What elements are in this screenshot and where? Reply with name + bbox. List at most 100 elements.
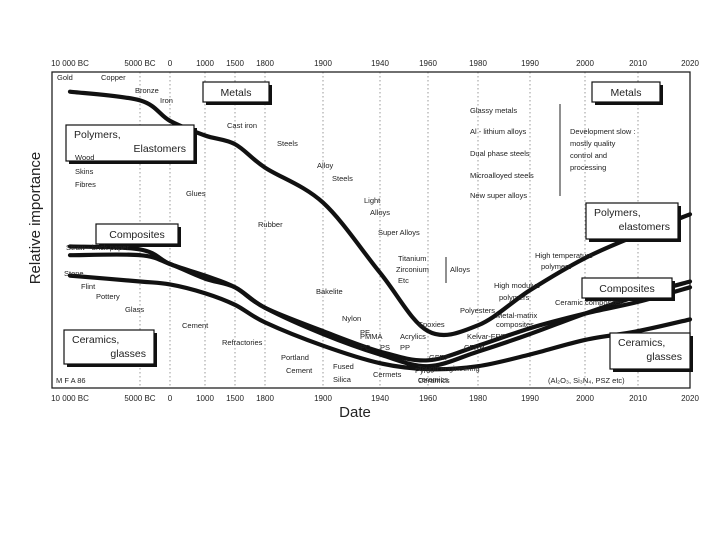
metals-left-box: Metals <box>202 81 272 105</box>
label-cement: Cement <box>182 321 209 330</box>
label-bronze: Bronze <box>135 86 159 95</box>
x-tick-label-top: 1500 <box>226 59 244 68</box>
label-pp: PP <box>400 343 410 352</box>
label-polymers: polymers <box>499 293 530 302</box>
material-boxes: Metals Metals Polymers, Elastomers Polymers,… <box>63 81 693 372</box>
label-pe: PE <box>360 328 370 337</box>
composites-left-box: Composites <box>95 223 181 247</box>
x-tick-label-top: 1000 <box>196 59 214 68</box>
ceramics-left-box: Ceramics, glasses <box>63 329 157 367</box>
box-label: Metals <box>221 87 252 99</box>
box-label: Composites <box>109 229 164 241</box>
label-cermets: Cermets <box>373 370 402 379</box>
label-epoxies: Epoxies <box>418 320 445 329</box>
label-polymers: polymers <box>541 262 572 271</box>
label-mostly-quality: mostly quality <box>570 139 616 148</box>
label-zirconium: Zirconium <box>396 265 429 274</box>
x-tick-label: 1900 <box>314 394 332 403</box>
label-cement: Cement <box>286 366 313 375</box>
label-steels: Steels <box>277 139 298 148</box>
label-silica: Silica <box>333 375 352 384</box>
box-label: Composites <box>599 283 654 295</box>
x-tick-label: 2010 <box>629 394 647 403</box>
x-tick-label-top: 2000 <box>576 59 594 68</box>
label-light: Light <box>364 196 381 205</box>
label-al-lithium-alloys: Al - lithium alloys <box>470 127 527 136</box>
label-pmma: PMMA <box>360 332 383 341</box>
x-tick-label-top: 0 <box>168 59 173 68</box>
box-label: Ceramics, <box>618 337 665 349</box>
ceramics-right-box: Ceramics, glasses <box>609 332 693 372</box>
label-pc: PC <box>360 343 371 352</box>
label-glassy-metals: Glassy metals <box>470 106 517 115</box>
x-tick-label: 1500 <box>226 394 244 403</box>
label-alloy: Alloy <box>317 161 334 170</box>
label-dual-phase-steels: Dual phase steels <box>470 149 530 158</box>
label-titanium: Titanium <box>398 254 426 263</box>
label-high-modulus: High modulus <box>494 281 540 290</box>
label-flint: Flint <box>81 282 96 291</box>
label-portland: Portland <box>281 353 309 362</box>
label-al-o-si-n-psz-etc: (Al₂O₃, Si₃N₄, PSZ etc) <box>548 376 625 385</box>
label-kelvar-frp: Kelvar-FRP <box>467 332 506 341</box>
label-control-and: control and <box>570 151 607 160</box>
label-straw-brick-paper: Straw - brick paper <box>66 243 129 252</box>
box-frame <box>585 202 679 240</box>
x-tick-label: 1940 <box>371 394 389 403</box>
label-gold: Gold <box>57 73 73 82</box>
polymers-right-box: Polymers, elastomers <box>585 202 681 242</box>
x-tick-label: 5000 BC <box>124 394 155 403</box>
label-etc: Etc <box>398 276 409 285</box>
box-label: Elastomers <box>133 143 186 155</box>
label-fibres: Fibres <box>75 180 96 189</box>
metals-curve <box>67 89 693 338</box>
label-iron: Iron <box>160 96 173 105</box>
label-microalloyed-steels: Microalloyed steels <box>470 171 534 180</box>
box-label: elastomers <box>619 221 670 233</box>
material-curves <box>67 89 693 372</box>
credit-label: M F A 86 <box>56 376 86 385</box>
label-rubber: Rubber <box>258 220 283 229</box>
label-bakelite: Bakelite <box>316 287 343 296</box>
label-high-temperature: High temperature <box>535 251 593 260</box>
box-label: Polymers, <box>594 207 641 219</box>
x-tick-label-top: 1960 <box>419 59 437 68</box>
x-tick-label-top: 2020 <box>681 59 699 68</box>
x-axis-title: Date <box>339 404 371 421</box>
x-tick-label-top: 1940 <box>371 59 389 68</box>
box-frame <box>609 332 691 370</box>
label-refractories: Refractories <box>222 338 263 347</box>
label-skins: Skins <box>75 167 94 176</box>
x-tick-label: 1990 <box>521 394 539 403</box>
box-frame <box>202 81 270 103</box>
ceramics-glasses-curve <box>67 273 693 372</box>
box-label: glasses <box>646 351 682 363</box>
composites-curve <box>67 244 693 363</box>
x-tick-label-top: 1980 <box>469 59 487 68</box>
x-tick-label-top: 2010 <box>629 59 647 68</box>
box-frame <box>581 277 673 299</box>
label-alloys: Alloys <box>370 208 390 217</box>
box-frame <box>95 223 179 245</box>
x-tick-label: 2020 <box>681 394 699 403</box>
box-frame <box>591 81 661 103</box>
label-polyesters: Polyesters <box>460 306 495 315</box>
label-super-alloys: Super Alloys <box>378 228 420 237</box>
label-acrylics: Acrylics <box>400 332 426 341</box>
label-development-slow: Development slow : <box>570 127 635 136</box>
label-alloys: Alloys <box>450 265 470 274</box>
label-pottery: Pottery <box>96 292 120 301</box>
y-axis-title: Relative importance <box>27 152 44 285</box>
x-tick-label: 1000 <box>196 394 214 403</box>
label-ceramics: ceramics <box>418 375 448 384</box>
box-label: Metals <box>611 87 642 99</box>
label-glass: Glass <box>125 305 144 314</box>
label-pyro: Pyro- <box>415 366 433 375</box>
box-label: Ceramics, <box>72 334 119 346</box>
label-processing: processing <box>570 163 606 172</box>
label-stone: Stone <box>64 269 84 278</box>
label-wood: Wood <box>75 153 94 162</box>
label-nylon: Nylon <box>342 314 361 323</box>
